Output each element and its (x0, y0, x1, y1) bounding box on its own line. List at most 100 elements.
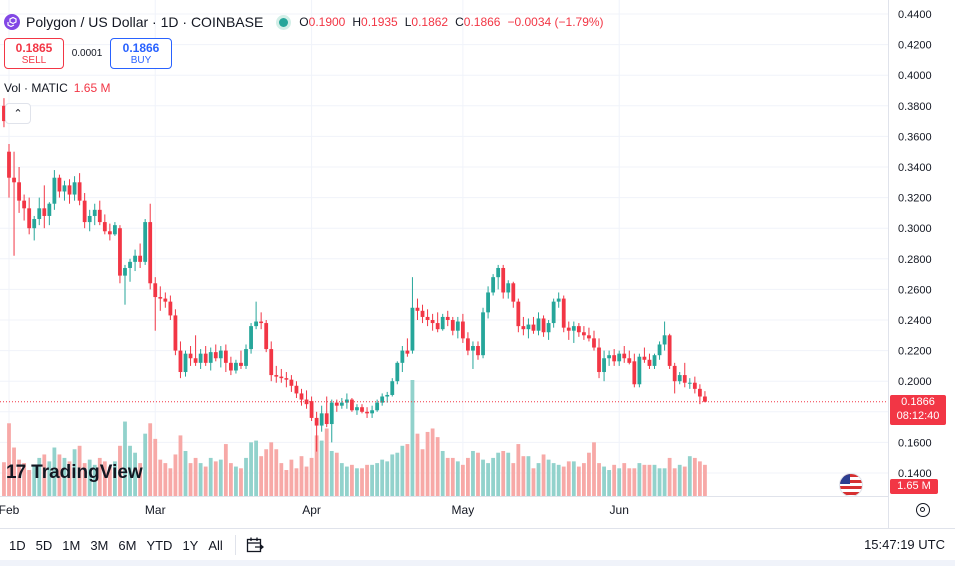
volume-bar (486, 463, 490, 496)
volume-bar (314, 435, 319, 496)
axis-settings-icon[interactable] (916, 503, 930, 517)
volume-bar (284, 470, 289, 496)
candle (284, 372, 289, 388)
candle (450, 316, 455, 336)
date-range-icon[interactable] (246, 537, 264, 553)
candle (344, 393, 349, 409)
ohlc-open: O0.1900 (299, 15, 346, 29)
candle (597, 338, 601, 379)
collapse-legend-button[interactable]: ⌃ (5, 103, 31, 124)
volume-bar (395, 452, 400, 496)
tradingview-logo[interactable]: 17 TradingView (6, 462, 143, 484)
buy-label: BUY (130, 54, 152, 66)
volume-bar (92, 464, 97, 496)
candles (2, 98, 707, 452)
candle (350, 398, 354, 412)
sell-button[interactable]: 0.1865 SELL (4, 38, 64, 69)
candle (642, 347, 647, 363)
volume-bar (662, 468, 667, 496)
range-6m[interactable]: 6M (118, 537, 137, 553)
range-all[interactable]: All (208, 537, 223, 553)
price-tick-label: 0.4400 (898, 9, 932, 21)
volume-bar (183, 450, 188, 496)
volume-bar (158, 459, 163, 496)
volume-bar (516, 444, 521, 496)
volume-bar (188, 463, 193, 496)
candle (52, 170, 57, 210)
volume-bar (466, 457, 470, 496)
range-5d[interactable]: 5D (35, 537, 53, 553)
volume-bar (223, 444, 228, 496)
candle (77, 173, 82, 206)
logo-text: TradingView (31, 462, 143, 483)
candle (289, 375, 294, 392)
candle (309, 396, 314, 421)
candle (667, 333, 672, 369)
volume-bar (627, 468, 632, 496)
sell-price: 0.1865 (15, 40, 53, 55)
time-tick-label: May (452, 503, 475, 517)
candle (536, 312, 541, 336)
ohlc-close: C0.1866 (455, 15, 501, 29)
candle (299, 388, 304, 406)
volume-bar (561, 466, 566, 496)
bottom-edge (0, 560, 955, 566)
price-tick-label: 0.2800 (898, 254, 932, 266)
candle (329, 399, 334, 443)
candle (7, 144, 11, 198)
volume-bar (471, 450, 475, 496)
range-ytd[interactable]: YTD (146, 537, 173, 553)
range-1d[interactable]: 1D (9, 537, 26, 553)
candle (627, 350, 632, 365)
volume-bar (350, 464, 354, 496)
candle (405, 338, 410, 357)
volume-bar (27, 470, 32, 496)
range-3m[interactable]: 3M (90, 537, 109, 553)
utc-clock[interactable]: 15:47:19 UTC (864, 537, 945, 552)
volume-bar (269, 442, 274, 496)
symbol-header: Polygon / US Dollar · 1D · COINBASE O0.1… (4, 11, 604, 33)
volume-bar (541, 454, 546, 496)
us-flag-icon[interactable] (839, 473, 863, 497)
volume-bar (425, 431, 430, 496)
ohlc-change: −0.0034 (−1.79%) (507, 15, 604, 29)
volume-bar (481, 459, 485, 496)
volume-bar (7, 423, 11, 496)
candle (234, 359, 238, 374)
toolbar-divider (234, 535, 236, 555)
candle (506, 280, 511, 299)
candle (576, 323, 581, 337)
candle (22, 194, 27, 221)
symbol-title[interactable]: Polygon / US Dollar · 1D · COINBASE (26, 14, 264, 30)
price-axis[interactable]: 0.4400 0.4200 0.4000 0.3800 0.3600 0.3400 0.32… (898, 9, 932, 480)
volume-bar (264, 449, 269, 496)
candle (460, 313, 465, 343)
candle (213, 344, 218, 362)
candle (400, 346, 405, 373)
candle (279, 368, 284, 383)
candle (647, 353, 652, 369)
candle (360, 404, 364, 414)
price-chart[interactable]: 0.4400 0.4200 0.4000 0.3800 0.3600 0.3400 0.32… (0, 0, 955, 528)
time-tick-label: Mar (145, 503, 166, 517)
volume-bar (632, 468, 637, 496)
candle (617, 350, 622, 366)
price-tick-label: 0.2600 (898, 284, 932, 296)
buy-button[interactable]: 0.1866 BUY (110, 38, 172, 69)
volume-bar (703, 464, 707, 496)
range-1m[interactable]: 1M (62, 537, 81, 553)
candle (380, 393, 385, 406)
range-1y[interactable]: 1Y (182, 537, 199, 553)
volume-legend[interactable]: Vol · MATIC 1.65 M (4, 81, 110, 95)
volume-bar (178, 435, 183, 496)
volume-bar (445, 457, 450, 496)
candle (218, 346, 223, 368)
candle (652, 353, 657, 369)
volume-bar (692, 457, 697, 496)
volume-bar (536, 463, 541, 496)
candle (385, 391, 390, 403)
candle (692, 376, 697, 394)
candle (561, 295, 566, 333)
candle (516, 298, 521, 333)
time-axis[interactable]: Feb Mar Apr May Jun (0, 503, 629, 517)
